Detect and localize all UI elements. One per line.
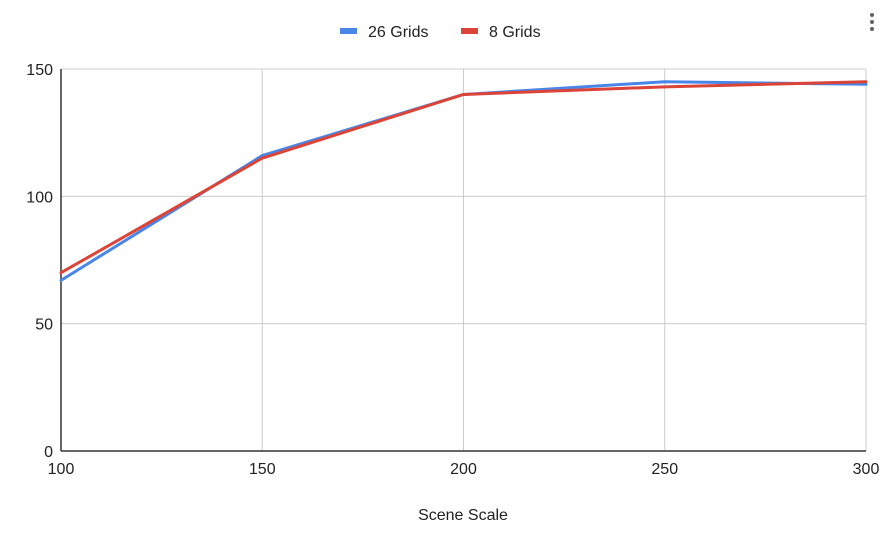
x-tick-label-100: 100 [48,461,75,478]
series-2-point-300[interactable] [863,79,869,85]
y-tick-label-50: 50 [35,317,53,334]
tick-labels: 0 50 100 150 100 150 200 250 300 [26,62,879,478]
legend-swatch-2 [461,28,478,34]
x-tick-label-150: 150 [249,461,276,478]
y-tick-label-150: 150 [26,62,53,79]
legend-swatch-1 [340,28,357,34]
legend: 26 Grids 8 Grids [340,24,541,41]
y-tick-label-100: 100 [26,189,53,206]
x-tick-label-250: 250 [651,461,678,478]
x-tick-label-200: 200 [450,461,477,478]
series-2-point-150[interactable] [259,155,265,161]
series-1-point-100[interactable] [58,277,64,283]
legend-label-1[interactable]: 26 Grids [368,24,428,41]
y-tick-label-0: 0 [44,444,53,461]
more-options-menu-button[interactable] [860,8,884,36]
series-2-point-250[interactable] [662,84,668,90]
grid-lines [61,68,867,451]
series-2-point-200[interactable] [461,91,467,97]
series-layer [58,79,869,283]
legend-label-2[interactable]: 8 Grids [489,24,541,41]
x-tick-label-300: 300 [853,461,880,478]
more-vert-icon [870,13,874,17]
series-line-2[interactable] [59,80,868,275]
axes [60,69,866,452]
series-2-point-100[interactable] [58,270,64,276]
x-axis-title: Scene Scale [418,507,508,524]
